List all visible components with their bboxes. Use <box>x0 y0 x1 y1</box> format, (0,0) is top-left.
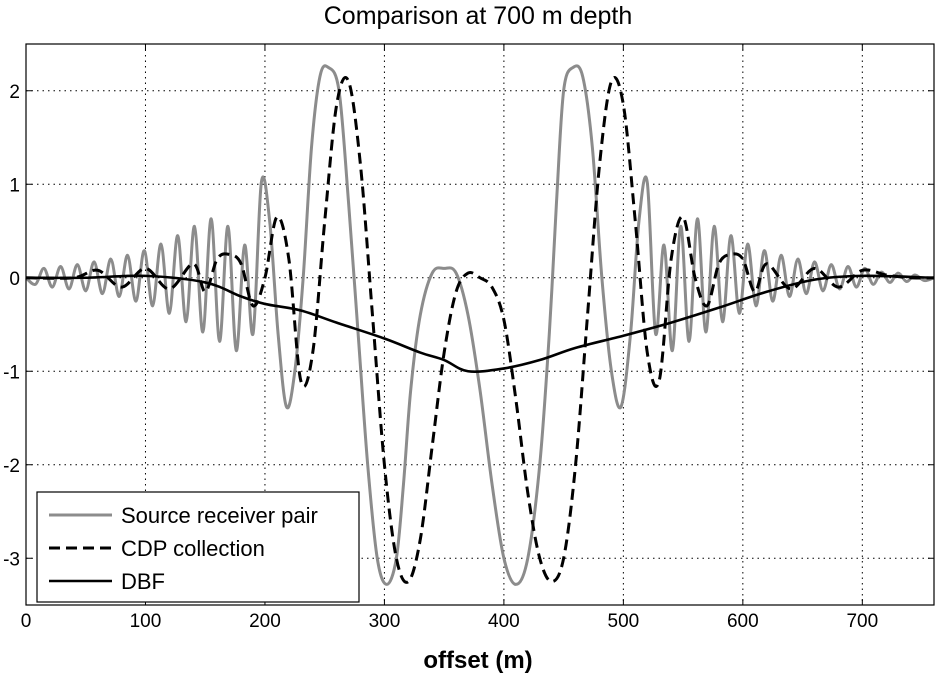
y-tick-label: 1 <box>9 175 20 196</box>
x-tick-label: 700 <box>846 611 878 632</box>
series-line-3 <box>25 274 935 373</box>
legend-label: Source receiver pair <box>121 503 318 528</box>
series-lines <box>25 64 935 586</box>
x-tick-label: 500 <box>608 611 640 632</box>
axis-ticks: 0 100 200 300 400 500 600 700 -3 -2 -1 0 1 2 <box>3 44 934 632</box>
grid <box>26 44 934 605</box>
x-tick-label: 300 <box>369 611 401 632</box>
x-axis-label: offset (m) <box>423 647 532 674</box>
legend-label: DBF <box>121 569 165 594</box>
x-tick-label: 0 <box>21 611 32 632</box>
x-tick-label: 400 <box>488 611 520 632</box>
y-tick-label: 0 <box>9 269 20 290</box>
x-tick-label: 200 <box>249 611 281 632</box>
plot-frame <box>25 43 935 606</box>
series-line-1 <box>25 64 935 586</box>
series-line-2 <box>25 75 935 584</box>
x-tick-label: 100 <box>130 611 162 632</box>
y-tick-label: -1 <box>3 362 20 383</box>
y-tick-label: -3 <box>3 549 20 570</box>
y-tick-label: 2 <box>9 82 20 103</box>
x-tick-label: 600 <box>727 611 759 632</box>
chart-title: Comparison at 700 m depth <box>324 2 633 30</box>
legend-label: CDP collection <box>121 536 265 561</box>
legend: Source receiver pair CDP collection DBF <box>36 491 360 603</box>
y-tick-label: -2 <box>3 456 20 477</box>
